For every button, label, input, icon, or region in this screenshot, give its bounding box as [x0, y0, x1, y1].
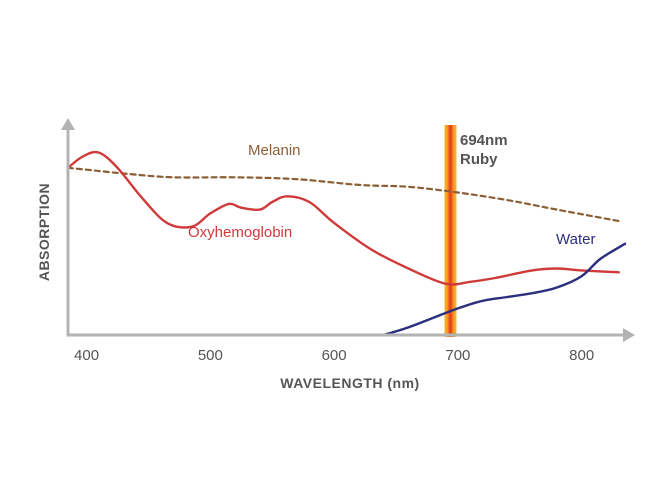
series-layer [66, 150, 627, 337]
y-axis-arrow-icon [61, 118, 75, 130]
series-line-melanin [66, 166, 620, 223]
x-tick-label: 800 [569, 347, 594, 364]
series-line-water [382, 242, 627, 337]
ruby-wavelength-label: 694nm [460, 132, 508, 149]
ruby-band-layer [444, 125, 457, 337]
x-tick-label: 600 [322, 347, 347, 364]
labels-layer: 694nm Ruby Melanin Oxyhemoglobin Water 400 500… [36, 132, 595, 391]
ruby-694nm-band [444, 125, 457, 337]
x-tick-label: 700 [445, 347, 470, 364]
axes-layer [61, 118, 635, 342]
x-axis-arrow-icon [623, 328, 635, 342]
y-axis-title: ABSORPTION [36, 183, 52, 281]
x-tick-label: 400 [74, 347, 99, 364]
ruby-name-label: Ruby [460, 151, 498, 168]
x-axis-title: WAVELENGTH (nm) [280, 375, 419, 391]
series-label-water: Water [556, 231, 595, 248]
series-label-oxyhemoglobin: Oxyhemoglobin [188, 224, 292, 241]
series-label-melanin: Melanin [248, 142, 301, 159]
series-line-oxyhemoglobin [66, 150, 620, 286]
x-tick-label: 500 [198, 347, 223, 364]
